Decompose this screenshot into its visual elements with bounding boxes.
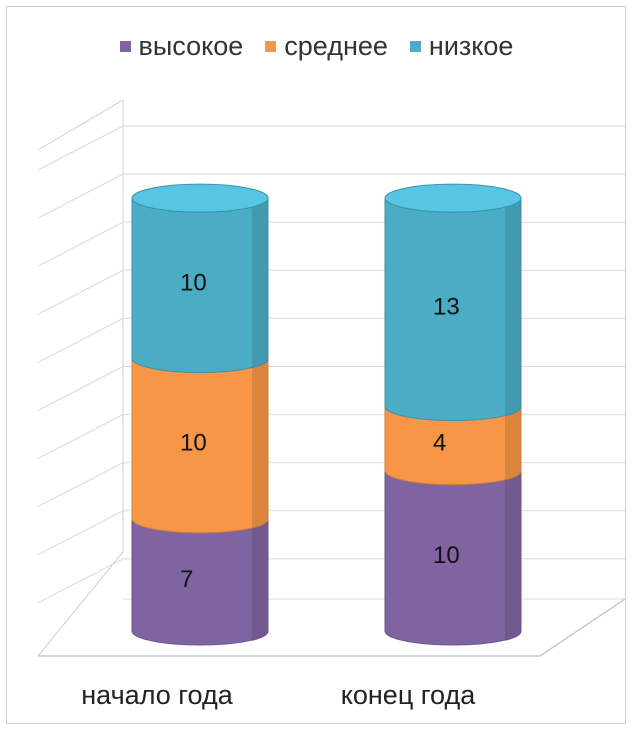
gridline-side <box>37 125 124 171</box>
legend-item-high: высокое <box>119 30 244 62</box>
legend-label-medium: среднее <box>284 30 388 61</box>
floor-edge <box>38 598 626 657</box>
bar-segment-0-0 <box>131 518 269 646</box>
legend-swatch-low <box>409 40 421 52</box>
bar-shade-0-2 <box>252 198 269 369</box>
data-label-0-2: 10 <box>180 269 207 296</box>
category-label-start: начало года <box>81 680 233 710</box>
data-label-1-1: 4 <box>433 430 446 457</box>
gridline-side <box>37 317 124 363</box>
legend-label-high: высокое <box>138 30 244 61</box>
bar-top-cap-0 <box>131 183 269 213</box>
bar-group <box>131 183 522 646</box>
data-label-1-0: 10 <box>433 542 460 569</box>
data-label-1-2: 13 <box>433 293 460 320</box>
data-label-0-0: 7 <box>180 566 193 593</box>
gridlines <box>37 125 625 604</box>
gridline-side <box>37 414 124 460</box>
data-label-group: 7 10 10 10 4 13 <box>180 269 460 593</box>
legend-label-low: низкое <box>428 30 514 61</box>
gridline-side <box>37 173 124 219</box>
side-wall <box>37 99 124 657</box>
legend-swatch-medium <box>265 40 277 52</box>
legend-item-medium: среднее <box>265 31 388 62</box>
gridline-side <box>37 510 124 556</box>
legend-swatch-high <box>119 40 131 52</box>
bar-shade-1-0 <box>505 470 522 641</box>
bar-shade-0-1 <box>252 358 269 529</box>
data-label-0-1: 10 <box>180 430 207 457</box>
chart-walls <box>37 99 626 657</box>
gridline-side <box>37 558 124 604</box>
bar-shade-1-2 <box>505 198 522 417</box>
gridline-side <box>37 366 124 411</box>
category-label-end: конец года <box>340 680 476 710</box>
legend: высокое среднее низкое <box>0 28 633 64</box>
gridline-side <box>37 269 124 315</box>
bar-shade-1-1 <box>505 406 522 481</box>
gridline-side <box>37 221 124 267</box>
gridline-side <box>37 462 124 508</box>
bar-shade-0-0 <box>252 518 269 641</box>
bar-top-cap-1 <box>384 183 522 213</box>
legend-item-low: низкое <box>409 30 514 62</box>
